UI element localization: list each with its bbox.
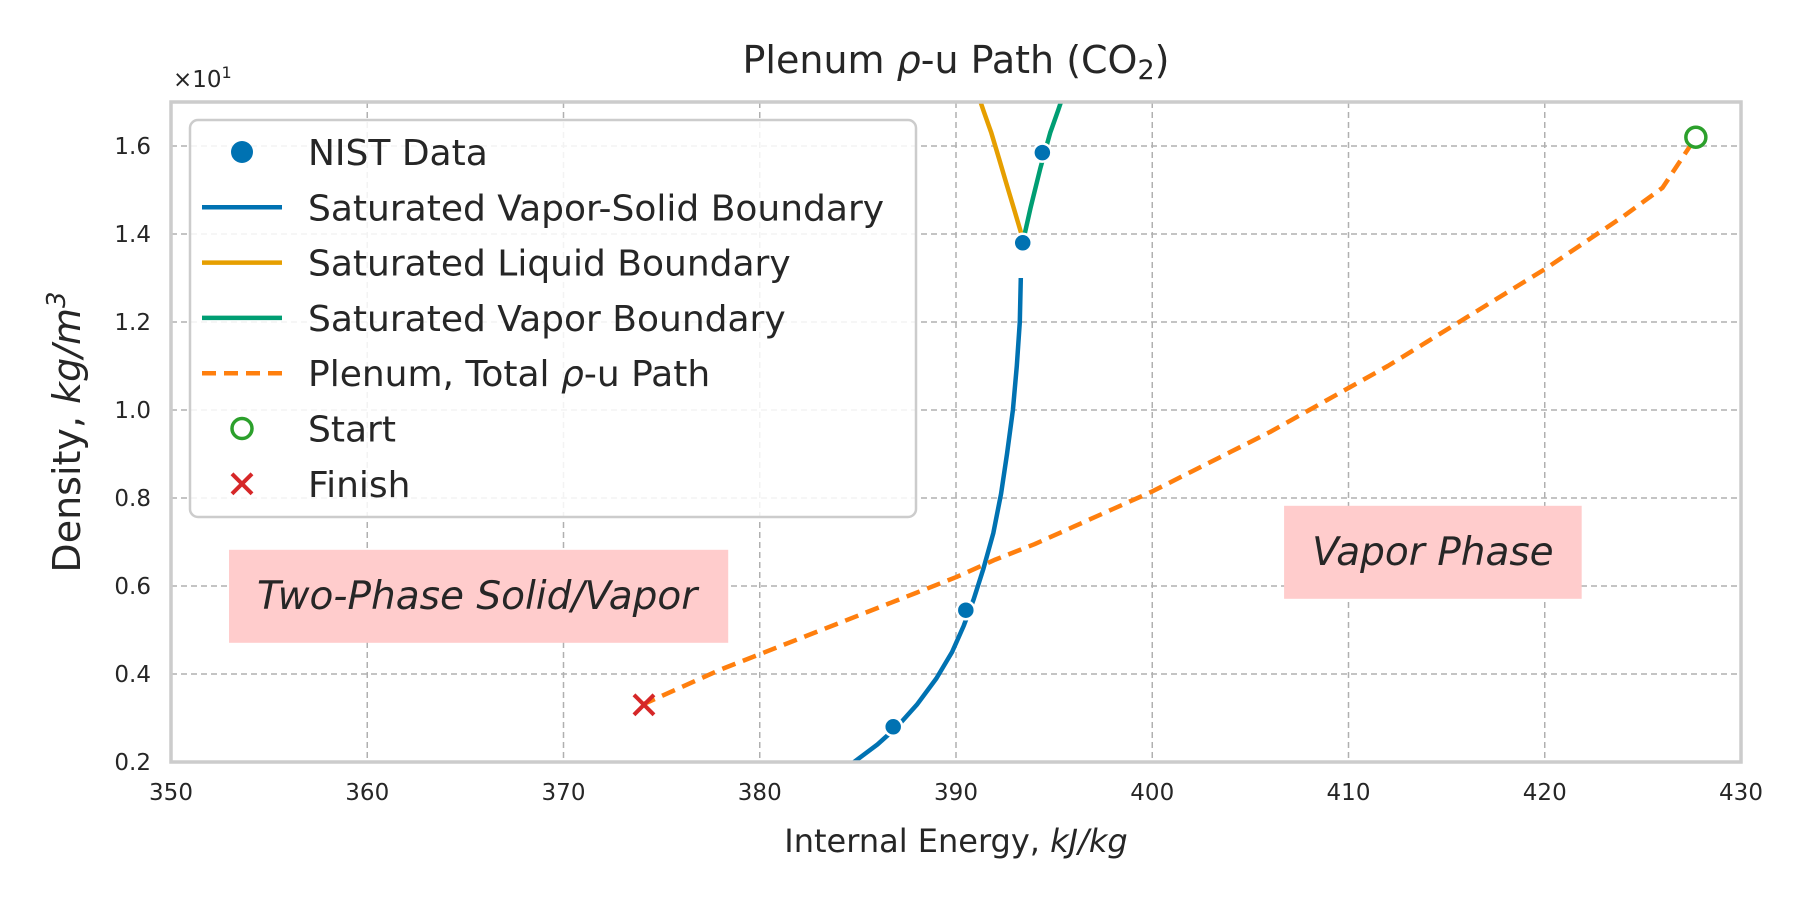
region-label-vapor-phase: Vapor Phase xyxy=(1284,505,1582,599)
x-tick-label: 370 xyxy=(542,780,586,806)
x-tick-label: 360 xyxy=(345,780,389,806)
series-line-saturated-vapor-boundary xyxy=(1020,102,1064,244)
plot-frame xyxy=(169,100,1743,764)
legend-handle xyxy=(231,141,253,163)
chart-title-sub: 2 xyxy=(1137,55,1154,86)
y-tick-label: 0.8 xyxy=(114,486,151,512)
x-tick-label: 380 xyxy=(738,780,782,806)
legend: NIST Data Saturated Vapor-Solid Boundary S… xyxy=(188,118,918,519)
legend-label: NIST Data xyxy=(308,133,488,174)
y-tick-label: 0.4 xyxy=(114,662,151,688)
start-marker xyxy=(1684,125,1708,149)
chart-title: Plenum ρ-u Path (CO2) xyxy=(743,38,1170,86)
nist-data-point xyxy=(1012,232,1033,254)
legend-handle xyxy=(230,472,254,496)
series-line-saturated-vapor-solid-boundary xyxy=(852,277,1024,762)
y-offset-base: ×10 xyxy=(173,67,222,93)
x-axis-label: Internal Energy, kJ/kg xyxy=(784,822,1127,860)
x-axis-label-text: Internal Energy, xyxy=(784,822,1050,860)
chart-title-mid: -u Path (CO xyxy=(921,38,1138,82)
y-tick-label: 1.2 xyxy=(114,310,151,336)
region-annotations: Two-Phase Solid/Vapor Vapor Phase xyxy=(229,505,1582,643)
nist-data-point xyxy=(955,599,977,621)
legend-item-nist-data: NIST Data xyxy=(231,133,488,174)
y-tick-label: 0.6 xyxy=(114,574,151,600)
legend-label: Saturated Liquid Boundary xyxy=(308,244,791,285)
region-label-two-phase-solid-vapor: Two-Phase Solid/Vapor xyxy=(229,549,729,643)
legend-item-finish: Finish xyxy=(230,465,410,506)
y-axis-label: Density, kg/m3 xyxy=(42,291,89,572)
legend-label: Saturated Vapor-Solid Boundary xyxy=(308,188,884,229)
y-axis-label-unit: kg/m xyxy=(45,308,89,404)
y-offset-label: ×101 xyxy=(173,63,232,94)
series-line-plenum-total-u-path xyxy=(641,135,1698,707)
legend-handle xyxy=(230,416,254,441)
chart-title-prefix: Plenum xyxy=(743,38,897,82)
y-offset-exp: 1 xyxy=(222,63,232,82)
legend-item-plenum-total-u-path: Plenum, Total ρ-u Path xyxy=(202,354,710,395)
finish-marker xyxy=(632,693,656,717)
region-label-text: Vapor Phase xyxy=(1312,530,1554,575)
legend-label: Saturated Vapor Boundary xyxy=(308,299,786,340)
x-axis-label-unit: kJ/kg xyxy=(1050,822,1128,860)
legend-label: Start xyxy=(308,410,396,451)
data-markers xyxy=(632,125,1708,738)
x-tick-label: 430 xyxy=(1719,780,1763,806)
y-tick-label: 0.2 xyxy=(114,750,151,776)
legend-item-saturated-liquid-boundary: Saturated Liquid Boundary xyxy=(202,244,791,285)
y-tick-label: 1.0 xyxy=(114,398,151,424)
y-tick-label: 1.6 xyxy=(114,134,151,160)
y-axis-label-sup: 3 xyxy=(42,291,72,308)
region-label-text: Two-Phase Solid/Vapor xyxy=(257,574,700,619)
x-tick-label: 410 xyxy=(1327,780,1371,806)
y-axis-label-text: Density, xyxy=(45,404,89,573)
tick-labels: 350 360 370 380 390 400 410 420 430 0.2 0.4 0.6 0.8 1… xyxy=(114,134,1763,806)
chart-title-suffix: ) xyxy=(1155,38,1170,82)
x-tick-label: 400 xyxy=(1130,780,1174,806)
y-tick-label: 1.4 xyxy=(114,222,151,248)
region-label-box xyxy=(1284,505,1582,599)
chart-title-rho: ρ xyxy=(897,38,921,82)
x-tick-label: 390 xyxy=(934,780,978,806)
legend-label: Plenum, Total ρ-u Path xyxy=(308,354,710,395)
nist-data-point xyxy=(882,716,904,738)
nist-data-point xyxy=(1032,142,1053,163)
x-tick-label: 420 xyxy=(1523,780,1567,806)
legend-item-saturated-vapor-solid-boundary: Saturated Vapor-Solid Boundary xyxy=(202,188,884,229)
legend-item-saturated-vapor-boundary: Saturated Vapor Boundary xyxy=(202,299,786,340)
legend-label: Finish xyxy=(308,465,410,506)
x-tick-label: 350 xyxy=(149,780,193,806)
region-label-box xyxy=(229,549,729,643)
legend-box xyxy=(188,118,918,519)
series-line-saturated-liquid-boundary xyxy=(978,102,1025,240)
legend-item-start: Start xyxy=(230,410,396,451)
